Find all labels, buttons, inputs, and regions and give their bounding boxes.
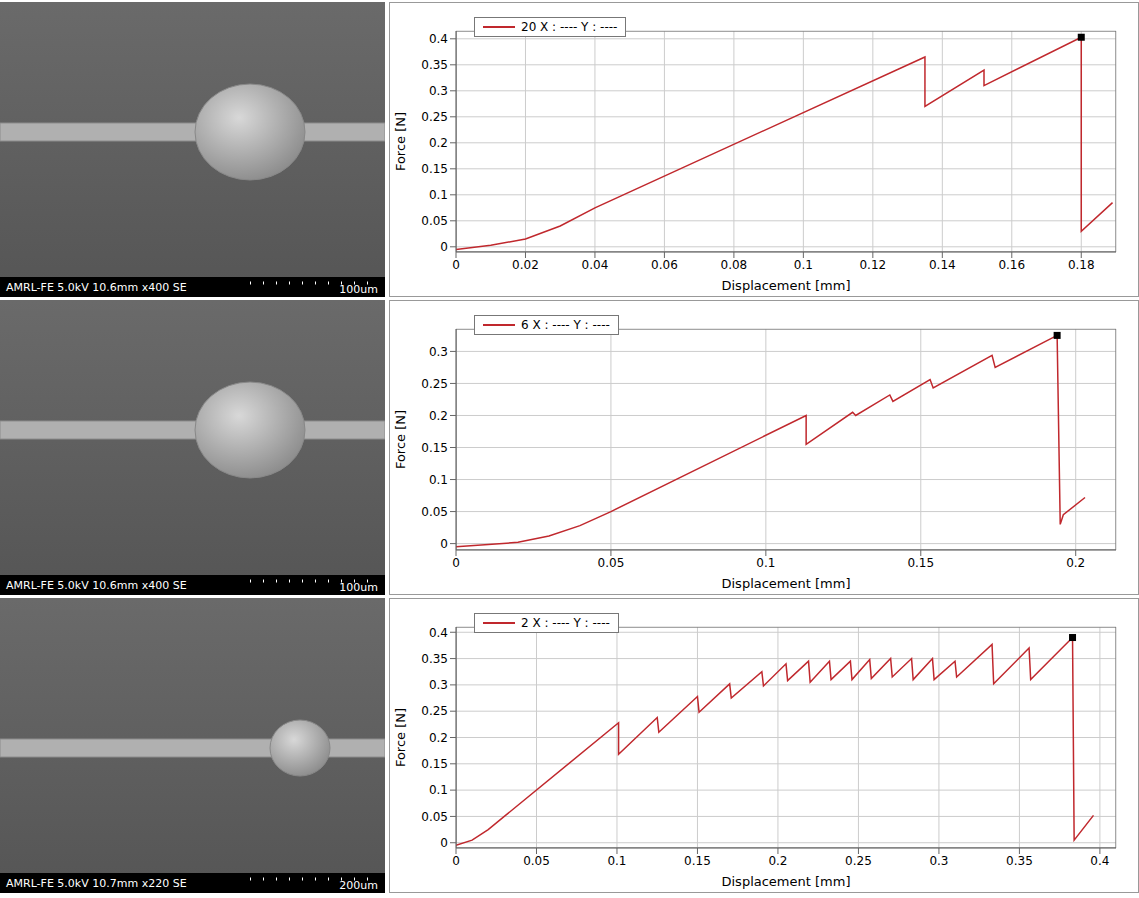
svg-text:0.2: 0.2 xyxy=(1066,556,1085,570)
svg-text:AMRL-FE 5.0kV 10.6mm x400 SE: AMRL-FE 5.0kV 10.6mm x400 SE xyxy=(6,281,187,294)
svg-text:0.35: 0.35 xyxy=(1006,854,1033,868)
svg-text:0: 0 xyxy=(452,258,460,272)
svg-text:100um: 100um xyxy=(339,283,378,296)
svg-text:0.15: 0.15 xyxy=(421,757,448,771)
svg-text:0.18: 0.18 xyxy=(1068,258,1095,272)
svg-text:0.3: 0.3 xyxy=(929,854,948,868)
svg-text:0.2: 0.2 xyxy=(429,136,448,150)
svg-text:0.15: 0.15 xyxy=(907,556,934,570)
svg-text:0.05: 0.05 xyxy=(523,854,550,868)
svg-text:0: 0 xyxy=(452,854,460,868)
svg-text:0.15: 0.15 xyxy=(421,162,448,176)
svg-text:0.4: 0.4 xyxy=(429,32,448,46)
svg-text:0.05: 0.05 xyxy=(598,556,625,570)
svg-text:0.25: 0.25 xyxy=(421,110,448,124)
svg-text:0.3: 0.3 xyxy=(429,84,448,98)
svg-text:0: 0 xyxy=(440,537,448,551)
svg-text:0.12: 0.12 xyxy=(859,258,886,272)
svg-text:0.2: 0.2 xyxy=(768,854,787,868)
svg-text:0.3: 0.3 xyxy=(429,345,448,359)
svg-text:0.1: 0.1 xyxy=(429,188,448,202)
svg-text:0.15: 0.15 xyxy=(421,441,448,455)
svg-text:Force [N]: Force [N] xyxy=(393,410,408,469)
svg-text:0: 0 xyxy=(452,556,460,570)
svg-text:Displacement [mm]: Displacement [mm] xyxy=(722,576,851,591)
svg-text:0.25: 0.25 xyxy=(421,377,448,391)
svg-text:Displacement [mm]: Displacement [mm] xyxy=(722,874,851,889)
svg-text:0.06: 0.06 xyxy=(651,258,678,272)
svg-text:0.2: 0.2 xyxy=(429,731,448,745)
svg-text:0.25: 0.25 xyxy=(845,854,872,868)
svg-text:0: 0 xyxy=(440,836,448,850)
svg-text:Force [N]: Force [N] xyxy=(393,112,408,171)
svg-text:0.14: 0.14 xyxy=(929,258,956,272)
svg-text:0.25: 0.25 xyxy=(421,704,448,718)
svg-text:0.1: 0.1 xyxy=(429,473,448,487)
svg-text:0.1: 0.1 xyxy=(607,854,626,868)
svg-text:0: 0 xyxy=(440,240,448,254)
svg-text:0.05: 0.05 xyxy=(421,505,448,519)
svg-text:0.35: 0.35 xyxy=(421,58,448,72)
svg-text:0.08: 0.08 xyxy=(721,258,748,272)
svg-text:0.35: 0.35 xyxy=(421,652,448,666)
svg-text:0.04: 0.04 xyxy=(582,258,609,272)
html-text:20 X : ---- Y : ----: 20 X : ---- Y : ---- xyxy=(521,20,618,34)
svg-text:0.1: 0.1 xyxy=(756,556,775,570)
svg-text:Force [N]: Force [N] xyxy=(393,708,408,767)
svg-text:0.1: 0.1 xyxy=(794,258,813,272)
svg-text:0.16: 0.16 xyxy=(998,258,1025,272)
svg-text:0.05: 0.05 xyxy=(421,810,448,824)
svg-text:0.05: 0.05 xyxy=(421,214,448,228)
svg-text:0.3: 0.3 xyxy=(429,678,448,692)
html-text:2 X : ---- Y : ----: 2 X : ---- Y : ---- xyxy=(521,616,610,630)
html-text:6 X : ---- Y : ----: 6 X : ---- Y : ---- xyxy=(521,318,610,332)
svg-text:AMRL-FE 5.0kV 10.7mm x220 SE: AMRL-FE 5.0kV 10.7mm x220 SE xyxy=(6,877,187,890)
svg-text:0.4: 0.4 xyxy=(1090,854,1109,868)
svg-text:AMRL-FE 5.0kV 10.6mm x400 SE: AMRL-FE 5.0kV 10.6mm x400 SE xyxy=(6,579,187,592)
svg-text:200um: 200um xyxy=(339,879,378,892)
svg-text:0.02: 0.02 xyxy=(512,258,539,272)
svg-text:0.4: 0.4 xyxy=(429,626,448,640)
svg-text:Displacement [mm]: Displacement [mm] xyxy=(722,278,851,293)
svg-text:100um: 100um xyxy=(339,581,378,594)
svg-text:0.2: 0.2 xyxy=(429,409,448,423)
svg-text:0.15: 0.15 xyxy=(684,854,711,868)
svg-text:0.1: 0.1 xyxy=(429,783,448,797)
